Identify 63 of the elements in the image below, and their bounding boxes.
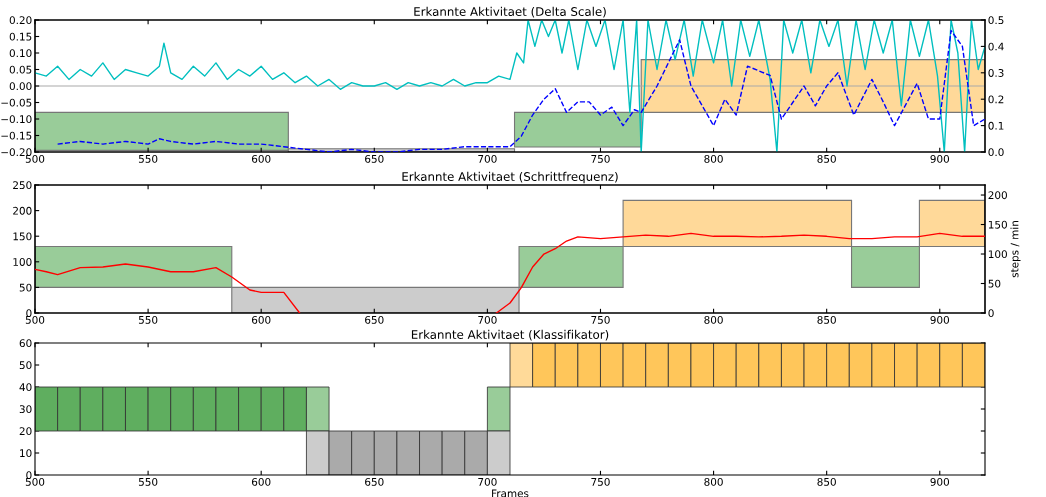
- y-tick-label: 200: [13, 206, 32, 215]
- y-tick-label: 0.10: [9, 49, 32, 58]
- chart-title: Erkannte Aktivitaet (Delta Scale): [414, 6, 606, 18]
- x-tick-label: 850: [817, 154, 836, 163]
- x-tick-label: 700: [478, 154, 497, 163]
- chart-title: Erkannte Aktivitaet (Klassifikator): [411, 329, 609, 341]
- x-tick-label: 800: [704, 154, 723, 163]
- y-tick-label: 0.05: [9, 65, 32, 74]
- y-tick-label: 30: [19, 405, 32, 414]
- y-tick-label: 10: [20, 449, 32, 458]
- x-tick-label: 900: [930, 477, 950, 486]
- x-tick-label: 500: [25, 315, 45, 324]
- x-tick-label: 500: [25, 154, 45, 163]
- x-tick-label: 650: [365, 477, 384, 486]
- y-tick-label: 0.20: [9, 16, 32, 25]
- x-tick-label: 800: [704, 477, 723, 486]
- y2-tick-label: 0: [988, 309, 994, 318]
- x-tick-label: 850: [817, 477, 836, 486]
- x-tick-label: 900: [930, 315, 950, 324]
- x-tick-label: 900: [930, 154, 950, 163]
- y2-axis-title: steps / min: [1010, 221, 1021, 278]
- x-tick-label: 600: [251, 315, 271, 324]
- y2-tick-label: 0.4: [988, 42, 1004, 51]
- y-tick-label: 0.15: [9, 32, 32, 41]
- y-tick-label: 20: [19, 427, 32, 436]
- y-tick-label: 0.00: [9, 82, 32, 91]
- y2-tick-label: 0.0: [988, 148, 1004, 157]
- y-tick-label: 150: [13, 232, 32, 241]
- x-tick-label: 650: [365, 315, 384, 324]
- x-tick-label: 750: [591, 315, 610, 324]
- y2-tick-label: 150: [988, 220, 1007, 229]
- y-tick-label: 50: [19, 361, 32, 370]
- x-tick-label: 500: [25, 477, 45, 486]
- y2-tick-label: 0.5: [988, 16, 1004, 25]
- y2-tick-label: 100: [988, 250, 1007, 259]
- x-tick-label: 800: [704, 315, 723, 324]
- x-tick-label: 600: [251, 154, 271, 163]
- y-tick-label: −0.05: [1, 98, 32, 107]
- x-tick-label: 700: [478, 315, 497, 324]
- y-tick-label: −0.10: [1, 115, 32, 124]
- y-tick-label: 40: [19, 383, 32, 392]
- x-axis-title: Frames: [492, 489, 529, 497]
- y2-tick-label: 0.2: [988, 95, 1004, 104]
- x-tick-label: 550: [138, 315, 158, 324]
- x-tick-label: 600: [251, 477, 271, 486]
- x-tick-label: 550: [138, 477, 158, 486]
- y-tick-label: −0.15: [1, 131, 32, 140]
- chart-title: Erkannte Aktivitaet (Schrittfrequenz): [402, 171, 618, 184]
- y2-tick-label: 0.1: [988, 121, 1004, 130]
- y-tick-label: 100: [13, 258, 32, 266]
- x-tick-label: 850: [817, 315, 836, 324]
- x-tick-label: 650: [365, 154, 384, 163]
- x-tick-label: 750: [591, 477, 610, 486]
- y2-tick-label: 0.3: [988, 69, 1004, 77]
- x-tick-label: 750: [591, 154, 610, 163]
- y2-tick-label: 50: [988, 279, 1001, 288]
- y-tick-label: 250: [13, 181, 32, 190]
- x-tick-label: 700: [478, 477, 497, 486]
- y-tick-label: 60: [19, 339, 32, 348]
- y2-tick-label: 200: [988, 191, 1007, 200]
- y-tick-label: 50: [19, 283, 32, 292]
- y-tick-label: −0.20: [1, 148, 32, 157]
- x-tick-label: 550: [138, 154, 158, 163]
